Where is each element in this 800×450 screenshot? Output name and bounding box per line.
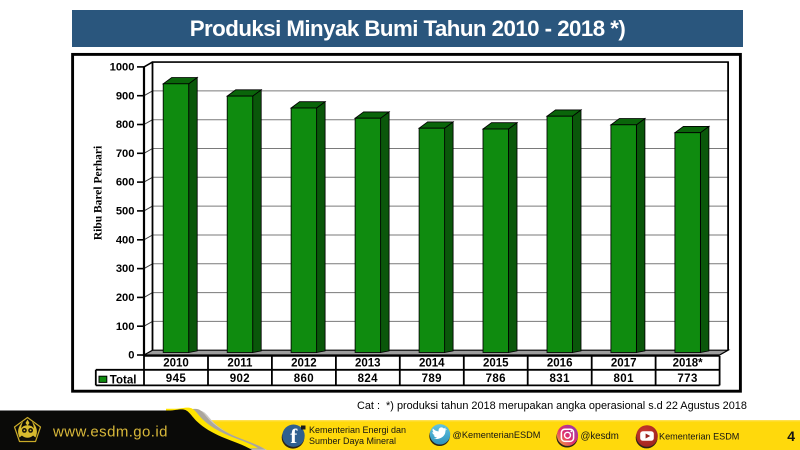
svg-text:600: 600 — [116, 177, 135, 189]
svg-text:2014: 2014 — [419, 358, 445, 370]
svg-text:900: 900 — [116, 90, 135, 102]
svg-text:800: 800 — [116, 119, 135, 131]
svg-text:400: 400 — [116, 234, 135, 246]
svg-text:786: 786 — [486, 373, 506, 385]
svg-text:2011: 2011 — [227, 358, 253, 370]
svg-text:Total: Total — [110, 374, 137, 386]
svg-text:700: 700 — [116, 148, 135, 160]
svg-text:2013: 2013 — [355, 358, 381, 370]
svg-text:2017: 2017 — [611, 358, 637, 370]
svg-text:860: 860 — [294, 373, 314, 385]
svg-text:Ribu Barel Perhari: Ribu Barel Perhari — [93, 145, 105, 240]
svg-text:2010: 2010 — [163, 358, 189, 370]
svg-text:200: 200 — [116, 292, 135, 304]
svg-text:824: 824 — [358, 373, 379, 385]
svg-text:902: 902 — [230, 373, 250, 385]
svg-text:4: 4 — [787, 428, 795, 444]
svg-text:1000: 1000 — [110, 62, 135, 74]
svg-text:300: 300 — [116, 263, 135, 275]
svg-text:Sumber Daya Mineral: Sumber Daya Mineral — [309, 436, 396, 446]
svg-text:2018*: 2018* — [673, 358, 704, 370]
svg-text:@KementerianESDM: @KementerianESDM — [453, 430, 541, 440]
svg-text:801: 801 — [614, 373, 635, 385]
svg-text:100: 100 — [116, 321, 135, 333]
svg-text:2015: 2015 — [483, 358, 509, 370]
svg-text:831: 831 — [550, 373, 571, 385]
svg-text:789: 789 — [422, 373, 442, 385]
svg-text:Kementerian ESDM: Kementerian ESDM — [659, 432, 739, 442]
svg-text:@kesdm: @kesdm — [581, 431, 619, 442]
svg-text:773: 773 — [677, 373, 697, 385]
svg-text:Kementerian Energi dan: Kementerian Energi dan — [309, 425, 406, 435]
svg-text:945: 945 — [166, 373, 187, 385]
svg-text:2016: 2016 — [547, 358, 573, 370]
svg-text:f: f — [290, 424, 298, 448]
svg-text:2012: 2012 — [291, 358, 317, 370]
svg-text:www.esdm.go.id: www.esdm.go.id — [52, 424, 168, 441]
svg-text:500: 500 — [116, 206, 135, 218]
svg-text:0: 0 — [128, 350, 134, 362]
